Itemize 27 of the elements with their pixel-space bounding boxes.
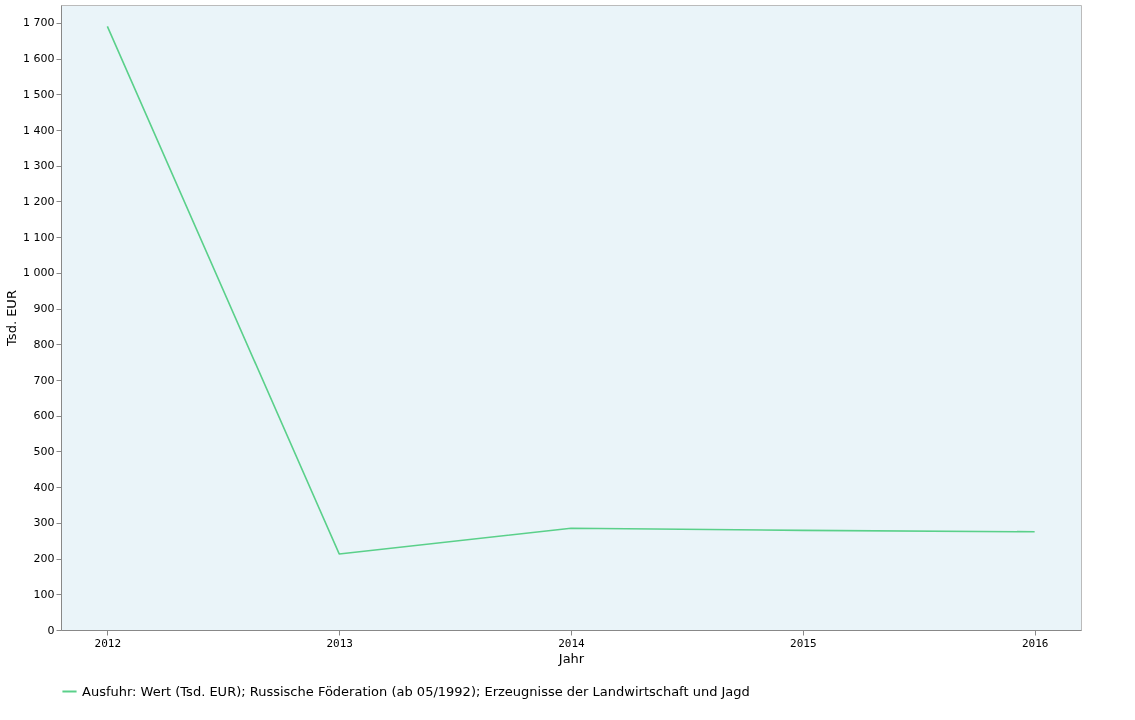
y-tick-label: 300 (33, 516, 55, 530)
y-tick-label: 1 400 (23, 123, 55, 137)
y-axis-title: Tsd. EUR (4, 290, 20, 347)
y-tick-label: 1 700 (23, 16, 55, 30)
y-tick-label: 0 (47, 623, 55, 637)
y-tick-label: 600 (33, 409, 55, 423)
x-tick-label: 2015 (790, 636, 817, 650)
y-tick-label: 1 000 (23, 266, 55, 280)
x-tick-label: 2016 (1021, 636, 1049, 650)
y-tick-label: 400 (33, 480, 55, 494)
x-tick-label: 2012 (94, 636, 122, 650)
y-tick-label: 100 (33, 587, 55, 601)
y-tick-label: 1 200 (23, 194, 55, 208)
legend-label: Ausfuhr: Wert (Tsd. EUR); Russische Föderation (ab 05/1992); Erzeugnisse der Landwirtschaft und Jagd (82, 683, 750, 699)
y-tick-label: 900 (33, 302, 55, 316)
y-tick-label: 1 500 (23, 87, 55, 101)
y-tick-label: 200 (33, 552, 55, 566)
y-tick-label: 1 100 (23, 230, 55, 244)
x-tick-label: 2013 (326, 636, 353, 650)
line-series (106, 25, 1036, 555)
x-axis-title: Jahr (557, 650, 585, 666)
y-tick-label: 500 (33, 444, 55, 458)
y-tick-label: 1 300 (23, 159, 55, 173)
y-tick-label: 700 (33, 373, 55, 387)
y-tick-label: 800 (33, 337, 55, 351)
y-tick-label: 1 600 (23, 52, 55, 66)
x-tick-label: 2014 (558, 636, 586, 650)
